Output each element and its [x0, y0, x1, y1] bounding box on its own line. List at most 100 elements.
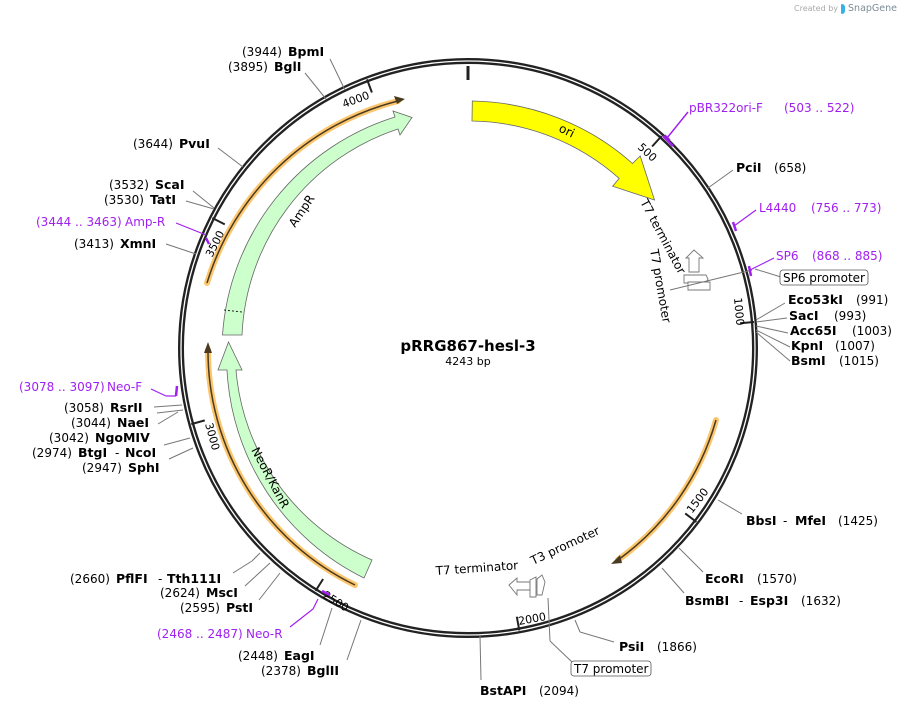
- enzyme-name: BpmI: [288, 44, 324, 59]
- enzyme-name: MscI: [206, 585, 238, 600]
- snapgene-credit: Created by SnapGene: [794, 3, 897, 14]
- enzyme-name: SphI: [128, 460, 160, 475]
- enzyme-name: PciI: [736, 160, 762, 175]
- primer-name: Neo-R: [246, 627, 283, 641]
- primer-name: Amp-R: [125, 215, 165, 229]
- enzyme-eagi[interactable]: (2448) EagI: [238, 607, 333, 663]
- enzyme-name: TatI: [150, 192, 176, 207]
- enzyme-name: BglII: [307, 663, 339, 678]
- primer-range: (868 .. 885): [812, 249, 882, 263]
- orange-arc-bottom-left[interactable]: [204, 342, 358, 588]
- enzyme-naei[interactable]: (3044) NaeI: [71, 415, 149, 430]
- primer-amp-r[interactable]: (3444 .. 3463) Amp-R: [36, 215, 211, 245]
- backbone: [178, 58, 758, 638]
- primer-range: (2468 .. 2487): [157, 627, 243, 641]
- credit-prefix: Created by: [794, 4, 839, 13]
- enzyme-btgi-ncoi[interactable]: (2974) BtgI - NcoI: [32, 445, 156, 460]
- enzyme-kpni[interactable]: KpnI (1007): [791, 338, 875, 353]
- enzyme-ngomiv[interactable]: (3042) NgoMIV: [49, 430, 150, 445]
- enzyme-pos: (1425): [838, 514, 878, 528]
- terminator-arrow-icon: [684, 249, 705, 273]
- enzyme-pos: (1015): [839, 354, 879, 368]
- enzyme-scai[interactable]: (3532) ScaI: [109, 177, 215, 209]
- enzyme-bbsi-mfei[interactable]: BbsI - MfeI (1425): [717, 499, 878, 528]
- enzyme-sphi[interactable]: (2947) SphI: [82, 460, 160, 475]
- enzyme-pos: (991): [856, 293, 888, 307]
- enzyme-pos: (2660): [70, 572, 110, 586]
- enzyme-pos: (2378): [261, 664, 301, 678]
- enzyme-dash: -: [115, 446, 119, 460]
- primer-range: (3444 .. 3463): [36, 215, 122, 229]
- enzyme-pos: (1003): [852, 324, 892, 338]
- plasmid-length: 4243 bp: [445, 355, 490, 368]
- enzyme-name-2: Tth111I: [167, 571, 221, 586]
- enzyme-name-2: NcoI: [125, 445, 156, 460]
- enzyme-pcii[interactable]: PciI (658): [707, 160, 806, 189]
- enzyme-pos: (3042): [49, 431, 89, 445]
- primer-l4440[interactable]: L4440 (756 .. 773): [731, 201, 881, 232]
- enzyme-pflfi-tth111i[interactable]: (2660) PflFI - Tth111I: [70, 552, 261, 586]
- enzyme-xmni[interactable]: (3413) XmnI: [74, 236, 197, 255]
- enzyme-acc65i[interactable]: Acc65I (1003): [790, 323, 892, 338]
- feature-ampr[interactable]: AmpR: [222, 110, 413, 336]
- enzyme-tati[interactable]: (3530) TatI: [104, 192, 215, 210]
- enzyme-pos: (993): [834, 309, 866, 323]
- enzyme-eco53ki[interactable]: Eco53kI (991): [788, 292, 888, 307]
- feature-label-t7-terminator-bottom: T7 terminator: [434, 558, 518, 578]
- enzyme-psii[interactable]: PsiI (1866): [574, 619, 697, 654]
- orange-arc-right[interactable]: [611, 417, 719, 564]
- boxed-label-sp6-promoter[interactable]: SP6 promoter: [754, 268, 869, 286]
- boxed-label-t7-promoter-bottom[interactable]: T7 promoter: [547, 597, 652, 677]
- enzyme-pos: (2595): [180, 601, 220, 615]
- enzyme-name: EagI: [284, 648, 315, 663]
- plasmid-name: pRRG867-hesl-3: [400, 337, 535, 355]
- enzyme-name: XmnI: [120, 236, 156, 251]
- primer-name: SP6: [776, 249, 799, 263]
- enzyme-dash: -: [783, 514, 787, 528]
- enzyme-name: Acc65I: [790, 323, 837, 338]
- primer-pbr322ori-f[interactable]: pBR322ori-F (503 .. 522): [662, 101, 854, 147]
- enzyme-name: PflFI: [116, 571, 148, 586]
- tick-label-1000: 1000: [731, 297, 746, 326]
- enzyme-bsmi[interactable]: BsmI (1015): [791, 353, 879, 368]
- enzyme-bglii[interactable]: (2378) BglII: [261, 619, 362, 678]
- enzyme-bpmi[interactable]: (3944) BpmI: [242, 44, 346, 91]
- enzyme-psti[interactable]: (2595) PstI: [180, 572, 281, 615]
- feature-ori[interactable]: ori: [471, 100, 656, 201]
- enzyme-bstapi[interactable]: BstAPI (2094): [479, 635, 579, 698]
- enzyme-pos: (3530): [104, 193, 144, 207]
- enzyme-pos: (3044): [71, 416, 111, 430]
- enzyme-name: BsmBI: [685, 593, 729, 608]
- feature-label-t3-promoter: T3 promoter: [527, 524, 601, 569]
- promoter-arrow-icon-bottom-2: [536, 574, 546, 596]
- enzyme-name: SacI: [789, 308, 819, 323]
- enzyme-name: BsmI: [791, 353, 826, 368]
- enzyme-name-2: MfeI: [795, 513, 826, 528]
- enzyme-name: NgoMIV: [95, 430, 150, 445]
- enzyme-pos: (2094): [539, 684, 579, 698]
- enzyme-ecori[interactable]: EcoRI (1570): [678, 547, 797, 586]
- feature-t3-bottom-group[interactable]: [508, 574, 546, 598]
- primer-neo-r[interactable]: (2468 .. 2487) Neo-R: [157, 589, 331, 641]
- primer-neo-f[interactable]: (3078 .. 3097) Neo-F: [19, 380, 179, 397]
- enzyme-name: NaeI: [117, 415, 149, 430]
- enzyme-bgli[interactable]: (3895) BglI: [228, 59, 327, 100]
- enzyme-bsmbi-esp3i[interactable]: BsmBI - Esp3I (1632): [661, 567, 841, 608]
- t7-promoter-bottom-label: T7 promoter: [573, 662, 649, 676]
- t7-right-leader: [669, 269, 753, 291]
- enzyme-rsrii[interactable]: (3058) RsrII: [64, 400, 143, 415]
- orange-arc-top-left[interactable]: [204, 96, 405, 286]
- snapgene-logo-icon: [841, 3, 846, 14]
- enzyme-saci[interactable]: SacI (993): [789, 308, 866, 323]
- enzyme-msci[interactable]: (2624) MscI: [160, 562, 271, 600]
- enzyme-name: Eco53kI: [788, 292, 843, 307]
- enzyme-pos: (3944): [242, 45, 282, 59]
- primer-sp6[interactable]: SP6 (868 .. 885): [747, 249, 882, 277]
- credit-brand: SnapGene: [848, 3, 897, 14]
- enzyme-name: BstAPI: [480, 683, 526, 698]
- enzyme-pvui[interactable]: (3644) PvuI: [133, 136, 244, 168]
- sp6-promoter-label: SP6 promoter: [783, 271, 865, 285]
- promoter-arrow-icon-bottom: [529, 576, 537, 598]
- enzyme-pos: (3895): [228, 60, 268, 74]
- ampr-promoter-boundary: [223, 309, 243, 313]
